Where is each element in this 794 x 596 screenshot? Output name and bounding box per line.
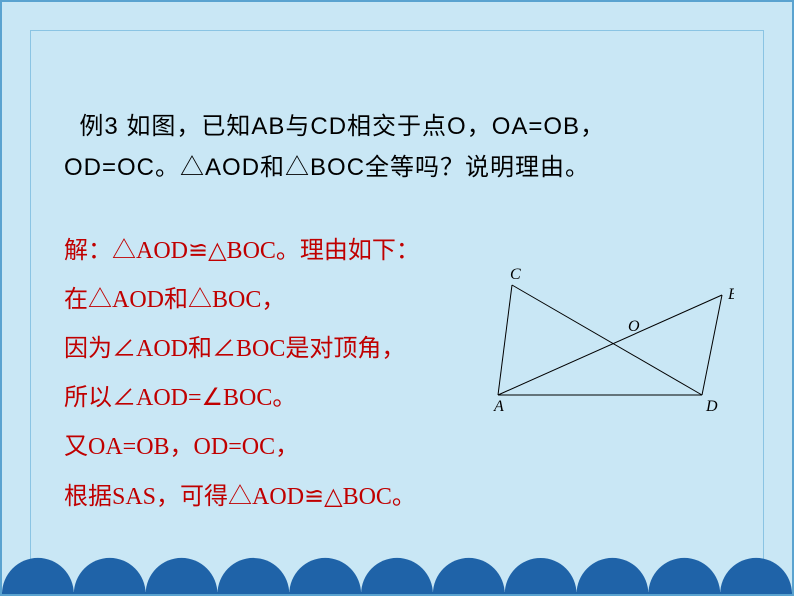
wave-decoration xyxy=(2,544,792,594)
geometry-diagram: C B O A D xyxy=(474,267,734,427)
solution-line-4: 又OA=OB，OD=OC， xyxy=(64,423,752,472)
svg-text:A: A xyxy=(493,398,504,415)
solution-line-5: 根据SAS，可得△AOD≌△BOC。 xyxy=(64,473,752,522)
problem-line-2: OD=OC。△AOD和△BOC全等吗？说明理由。 xyxy=(64,148,752,189)
svg-text:C: C xyxy=(510,267,521,283)
svg-text:D: D xyxy=(705,398,718,415)
problem-statement: 例3 如图，已知AB与CD相交于点O，OA=OB， OD=OC。△AOD和△BO… xyxy=(64,107,752,189)
problem-line-1: 例3 如图，已知AB与CD相交于点O，OA=OB， xyxy=(64,107,752,148)
svg-text:O: O xyxy=(628,318,640,335)
svg-text:B: B xyxy=(728,286,734,303)
slide: 例3 如图，已知AB与CD相交于点O，OA=OB， OD=OC。△AOD和△BO… xyxy=(0,0,794,596)
